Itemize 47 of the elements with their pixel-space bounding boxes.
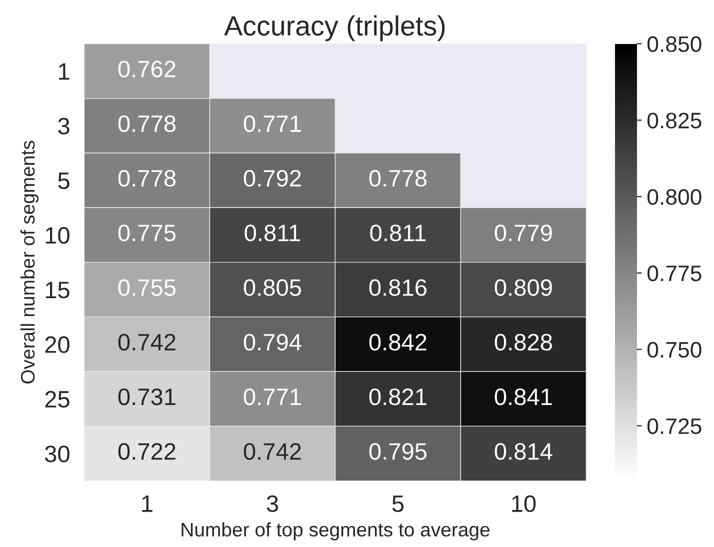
y-tick-label: 15: [46, 282, 70, 298]
y-tick-label: 30: [45, 446, 70, 462]
x-axis-title: Number of top segments to average: [182, 522, 490, 540]
data-label: 0.762: [118, 60, 176, 78]
x-tick-label: 1: [142, 496, 152, 512]
y-axis-title: Overall number of segments: [20, 140, 39, 384]
data-label: 0.805: [244, 279, 302, 296]
color-bar-label: 0.800: [647, 189, 702, 205]
data-label: 0.794: [244, 334, 302, 351]
data-label: 0.778: [118, 170, 176, 187]
data-label: 0.742: [244, 443, 301, 460]
data-label: 0.811: [370, 224, 426, 242]
y-tick-label: 10: [46, 227, 70, 244]
y-tick-label: 5: [58, 172, 70, 190]
y-tick-label: 1: [59, 63, 70, 80]
x-tick-label: 10: [512, 495, 536, 512]
data-label: 0.775: [118, 224, 176, 242]
color-bar-label: 0.775: [647, 266, 702, 282]
color-bar-label: 0.850: [647, 36, 702, 52]
data-label: 0.771: [244, 115, 301, 132]
data-label: 0.778: [369, 170, 426, 187]
data-label: 0.842: [369, 334, 426, 351]
data-label: 0.779: [494, 224, 552, 242]
data-label: 0.742: [118, 334, 176, 351]
data-label: 0.771: [244, 388, 301, 406]
x-tick-label: 5: [392, 496, 404, 512]
data-label: 0.722: [118, 443, 176, 460]
color-bar-label: 0.825: [647, 112, 702, 128]
data-label: 0.795: [369, 443, 427, 460]
data-label: 0.841: [494, 388, 552, 406]
data-label: 0.731: [118, 388, 176, 406]
y-tick-label: 25: [45, 390, 70, 408]
data-label: 0.755: [118, 279, 176, 296]
data-label: 0.821: [369, 388, 426, 406]
data-label: 0.778: [118, 115, 176, 132]
data-label: 0.792: [244, 170, 301, 187]
data-label: 0.811: [244, 224, 300, 242]
data-label: 0.828: [494, 334, 552, 351]
data-label: 0.809: [494, 279, 552, 296]
y-tick-label: 20: [45, 336, 70, 354]
color-bar-label: 0.725: [647, 418, 702, 434]
chart-title: Accuracy (triplets): [224, 15, 445, 42]
color-bar-label: 0.750: [647, 342, 702, 358]
x-tick-label: 3: [266, 495, 278, 512]
data-label: 0.816: [369, 279, 426, 296]
data-label: 0.814: [494, 443, 552, 460]
y-tick-label: 3: [58, 118, 70, 134]
